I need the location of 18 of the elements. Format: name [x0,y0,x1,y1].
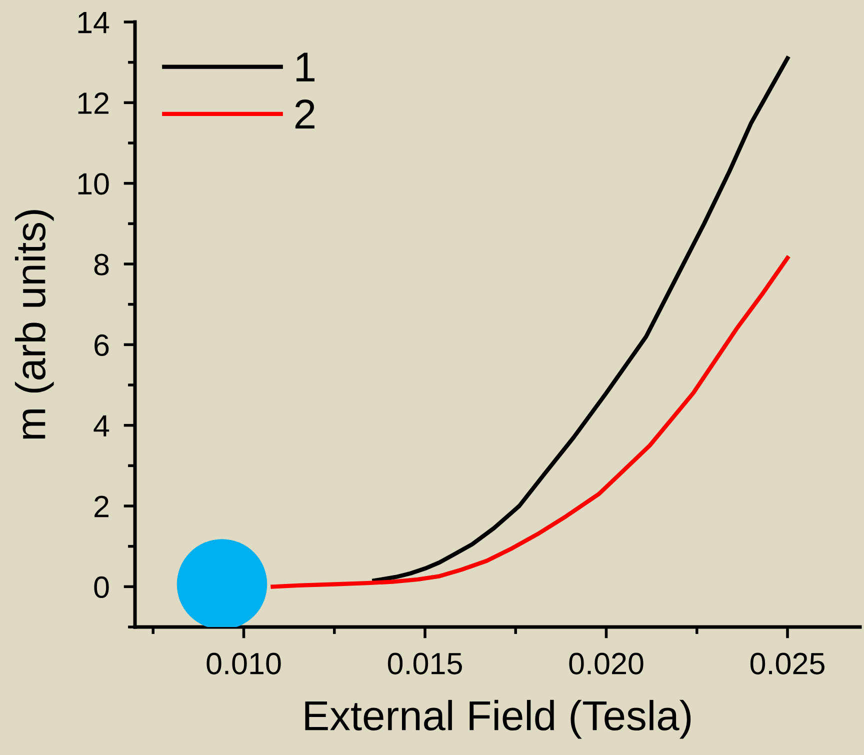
legend-label: 2 [295,99,314,129]
line-series [372,56,790,583]
y-tick-label: 14 [78,12,110,34]
x-tick-label: 0.020 [569,652,644,674]
line-series [270,256,790,589]
x-tick-label: 0.015 [388,652,462,674]
legend-label: 1 [296,52,314,82]
y-tick-label: 6 [94,334,109,356]
y-tick-label: 10 [78,173,109,195]
y-tick-label: 2 [94,496,108,518]
y-tick-label: 12 [78,92,108,114]
y-tick-label: 8 [94,254,109,276]
y-axis-title: m (arb units) [14,210,54,439]
x-tick-label: 0.010 [206,652,281,674]
x-axis-title: External Field (Tesla) [305,700,691,739]
y-tick-label: 4 [94,415,110,436]
y-tick-label: 0 [94,576,109,598]
x-tick-label: 0.025 [750,652,824,674]
